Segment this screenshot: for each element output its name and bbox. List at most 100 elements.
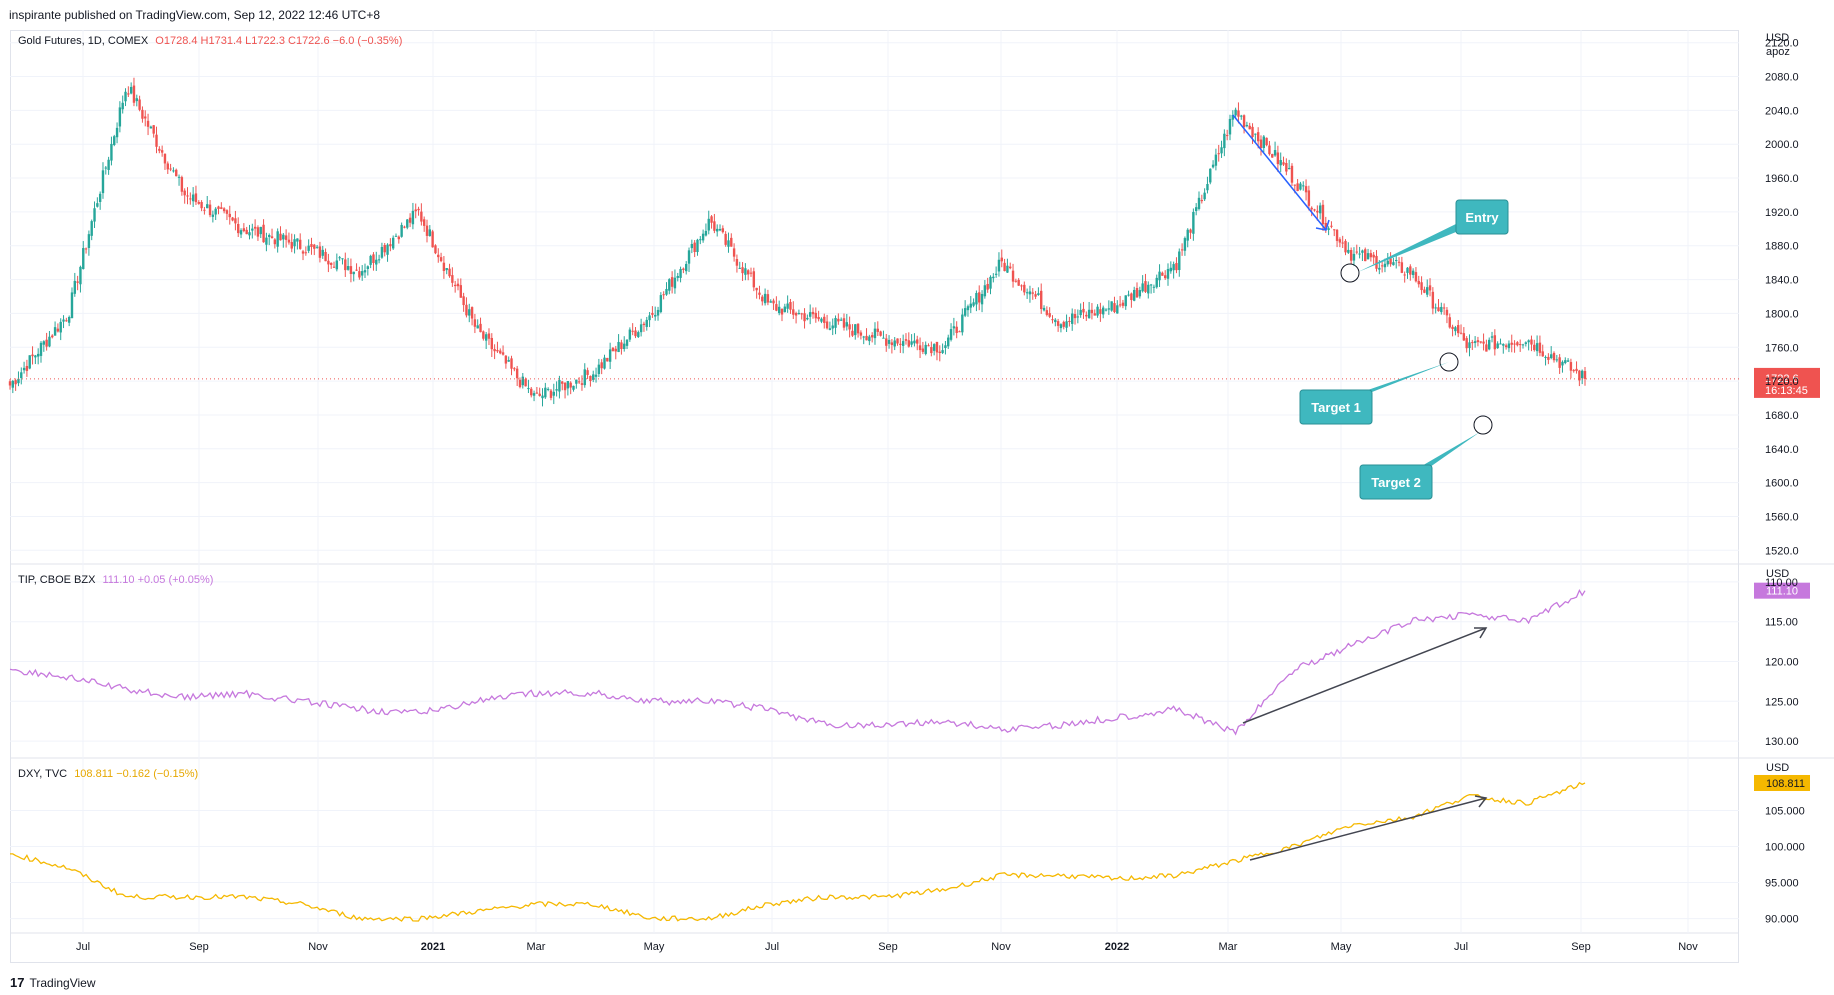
gold-candle-body bbox=[1482, 341, 1485, 344]
gold-candle-body bbox=[1245, 124, 1249, 127]
gold-candle-body bbox=[1104, 309, 1108, 311]
gold-candle-body bbox=[1471, 342, 1474, 344]
gold-candle-body bbox=[1000, 257, 1003, 262]
gold-candle-body bbox=[135, 98, 138, 102]
gold-candle-body bbox=[11, 380, 15, 388]
gold-candle-body bbox=[256, 227, 260, 237]
gold-candle-body bbox=[1330, 225, 1333, 227]
gold-candle-body bbox=[1045, 310, 1049, 315]
gold-candle-body bbox=[490, 337, 493, 350]
gold-candle-body bbox=[1107, 308, 1111, 310]
gold-candle-body bbox=[1093, 313, 1096, 316]
gold-candle-body bbox=[972, 302, 975, 306]
gold-candle-body bbox=[307, 245, 310, 251]
gold-candle-body bbox=[648, 315, 651, 321]
gold-candle-body bbox=[1403, 274, 1406, 276]
gold-candle-body bbox=[265, 237, 268, 245]
gold-candle-body bbox=[98, 193, 102, 202]
gold-candle-body bbox=[814, 312, 818, 319]
gold-candle-body bbox=[518, 379, 522, 388]
gold-candle-body bbox=[318, 246, 322, 258]
gold-candle-body bbox=[228, 213, 231, 218]
gold-candle-body bbox=[169, 168, 172, 170]
gold-candle-body bbox=[1256, 132, 1260, 142]
gold-candle-body bbox=[127, 93, 130, 95]
gold-legend[interactable]: Gold Futures, 1D, COMEX O1728.4 H1731.4 … bbox=[18, 35, 402, 47]
x-axis-label: Jul bbox=[765, 941, 779, 953]
gold-candle-body bbox=[1138, 290, 1142, 297]
gold-candle-body bbox=[34, 355, 37, 358]
gold-candle-body bbox=[1279, 160, 1282, 166]
gold-candle-body bbox=[299, 239, 302, 249]
gold-candle-body bbox=[1287, 168, 1291, 170]
gold-candle-body bbox=[820, 318, 823, 322]
gold-candle-body bbox=[679, 268, 682, 278]
gold-candle-body bbox=[1313, 209, 1316, 211]
gold-candle-body bbox=[225, 210, 229, 214]
gold-candle-body bbox=[1583, 371, 1587, 379]
gold-candle-body bbox=[1062, 321, 1065, 327]
gold-candle-body bbox=[1194, 207, 1198, 211]
gold-candle-body bbox=[1155, 277, 1158, 288]
gold-candle-body bbox=[391, 237, 395, 249]
gold-candle-body bbox=[789, 302, 792, 310]
gold-candle-body bbox=[1172, 264, 1175, 271]
gold-countdown: 16:13:45 bbox=[1765, 385, 1808, 397]
gold-candle-body bbox=[997, 259, 1001, 272]
gold-candle-body bbox=[1085, 314, 1088, 317]
gold-candle-body bbox=[175, 169, 178, 177]
gold-candle-body bbox=[329, 262, 333, 265]
gold-candle-body bbox=[1090, 309, 1094, 314]
gold-candle-body bbox=[823, 316, 826, 323]
gold-candle-body bbox=[1087, 309, 1091, 319]
gold-candle-body bbox=[14, 380, 17, 385]
gold-candle-body bbox=[654, 314, 657, 317]
gold-candle-body bbox=[980, 294, 984, 305]
gold-candle-body bbox=[496, 350, 499, 352]
gold-candle-body bbox=[1533, 344, 1536, 351]
tip-trend-arrowhead bbox=[1474, 627, 1488, 639]
x-axis-label: Jul bbox=[1454, 941, 1468, 953]
gold-candle-body bbox=[1048, 313, 1051, 317]
gold-candle-body bbox=[1516, 342, 1519, 346]
gold-candle-body bbox=[1499, 343, 1502, 345]
gold-candle-body bbox=[1099, 309, 1102, 314]
gold-candle-body bbox=[1400, 262, 1404, 273]
x-axis-label: Jul bbox=[76, 941, 90, 953]
gold-tick-label: 1840.0 bbox=[1765, 275, 1799, 287]
gold-candle-body bbox=[746, 270, 750, 275]
gold-candle-body bbox=[172, 170, 175, 172]
gold-candle-body bbox=[84, 248, 88, 250]
tradingview-footer[interactable]: 17 TradingView bbox=[10, 975, 96, 990]
gold-candle-body bbox=[1231, 114, 1235, 120]
gold-candle-body bbox=[682, 268, 685, 270]
gold-candle-body bbox=[1161, 272, 1164, 276]
gold-candle-body bbox=[465, 304, 468, 316]
gold-candle-body bbox=[558, 379, 561, 392]
tip-legend[interactable]: TIP, CBOE BZX 111.10 +0.05 (+0.05%) bbox=[18, 574, 213, 586]
gold-candle-body bbox=[214, 208, 217, 215]
gold-candle-body bbox=[1223, 133, 1226, 149]
gold-candle-body bbox=[1065, 321, 1068, 328]
gold-candle-body bbox=[1423, 289, 1426, 293]
x-axis-label: Mar bbox=[527, 941, 546, 953]
gold-candle-body bbox=[73, 280, 77, 294]
gold-candle-body bbox=[499, 350, 502, 354]
gold-candle-body bbox=[716, 228, 719, 232]
dxy-legend[interactable]: DXY, TVC 108.811 −0.162 (−0.15%) bbox=[18, 768, 198, 780]
gold-candle-body bbox=[662, 294, 665, 296]
gold-candle-body bbox=[532, 393, 536, 396]
annotations: Entry Target 1 Target 2 bbox=[1232, 114, 1509, 861]
gold-candle-body bbox=[76, 281, 79, 283]
gold-candle-body bbox=[163, 153, 167, 164]
gold-candle-body bbox=[17, 378, 20, 384]
gold-candle-body bbox=[992, 276, 995, 279]
gold-candle-body bbox=[989, 276, 992, 289]
gold-candle-body bbox=[724, 233, 727, 245]
gold-candle-body bbox=[1144, 281, 1147, 292]
tip-legend-symbol: TIP, CBOE BZX bbox=[18, 574, 96, 586]
gold-candle-body bbox=[296, 238, 299, 242]
gold-candle-body bbox=[1116, 305, 1119, 314]
gold-candle-body bbox=[580, 383, 584, 385]
